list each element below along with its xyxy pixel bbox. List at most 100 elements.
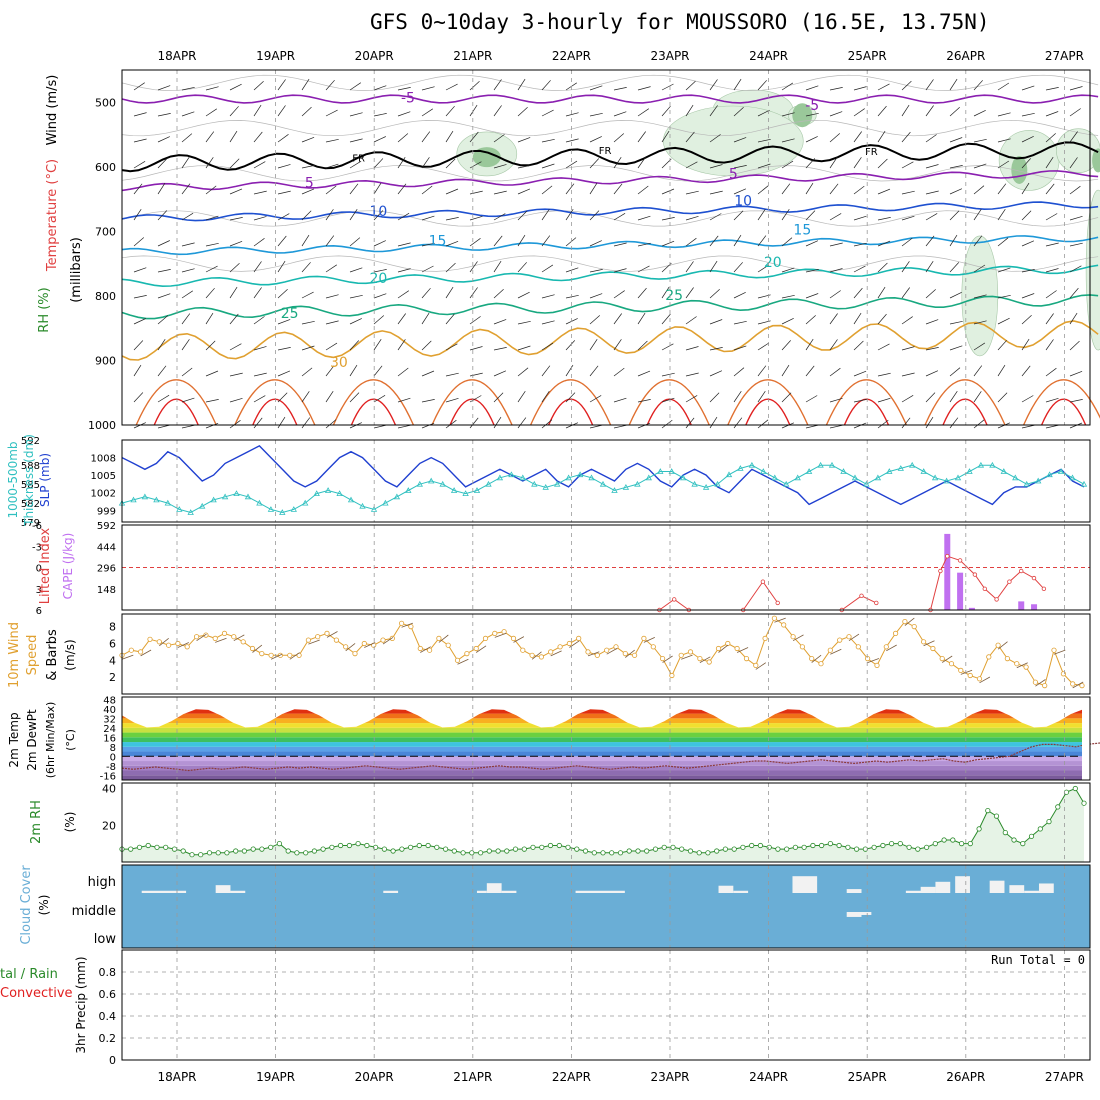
wind10-barb [345, 643, 356, 652]
upper-wind-barb [613, 313, 622, 325]
upper-wind-barb [805, 240, 819, 247]
rh2m-point [749, 842, 755, 849]
upper-wind-barb [565, 318, 578, 325]
upper-wind-barb [493, 190, 507, 195]
wind10-barb [979, 676, 991, 684]
cloud-high-block [575, 890, 625, 893]
cloud-high-block [215, 885, 231, 893]
upper-wind-barb [781, 340, 791, 351]
rh2m-point [451, 848, 457, 854]
upper-wind-barb [949, 262, 960, 273]
isotherm-arc [332, 379, 415, 426]
upper-wind-barb [901, 215, 915, 221]
temp-band [122, 737, 1082, 743]
wind10-barb [550, 650, 562, 657]
wind10-point [641, 635, 647, 642]
thickness-point [1046, 471, 1053, 478]
upper-wind-barb [805, 269, 819, 273]
slp-tick: 1002 [91, 489, 116, 500]
rh2m-point [757, 842, 764, 849]
cloud-high-block [935, 881, 951, 893]
upper-wind-barb [181, 367, 193, 377]
upper-wind-barb [637, 287, 647, 299]
upper-wind-barb [733, 367, 745, 377]
isotherm-arc [628, 379, 710, 426]
rh2m-point [714, 848, 720, 854]
rh2m-point [950, 837, 956, 843]
rh2m-point [810, 842, 816, 849]
isotherm-arc-hot [350, 398, 397, 426]
rh2m-point [679, 846, 685, 852]
cape-bar [1031, 604, 1038, 610]
upper-wind-barb [901, 261, 910, 273]
thickness-point [954, 474, 962, 481]
upper-wind-barb [1069, 215, 1083, 221]
upper-wind-barb [373, 182, 382, 195]
thickness-point [645, 474, 652, 481]
upper-wind-barb [997, 138, 1011, 143]
pressure-tick: 800 [95, 290, 116, 303]
t2-axis-title-a: 2m Temp [7, 712, 21, 767]
upper-wind-barb [565, 267, 579, 273]
upper-wind-barb [853, 370, 867, 377]
rh2m-point [941, 837, 947, 843]
upper-wind-barb [181, 424, 195, 429]
cloud-middle-block [861, 912, 872, 915]
upper-wind-barb [205, 185, 217, 195]
isotherm-label: 5 [305, 175, 314, 191]
upper-wind-barb [781, 160, 794, 169]
upper-wind-barb [685, 395, 698, 403]
wind10-barb [438, 634, 449, 643]
upper-wind-barb [325, 235, 335, 247]
upper-wind-barb [949, 320, 963, 325]
upper-wind-barb [733, 210, 744, 221]
upper-wind-barb [229, 397, 243, 403]
wind10-barb [326, 631, 338, 638]
upper-wind-barb [877, 105, 887, 117]
thickness-point [1035, 477, 1042, 484]
upper-wind-barb [325, 109, 338, 117]
pressure-tick: 900 [95, 354, 116, 367]
wind10-point [771, 615, 778, 621]
rh2m-point [364, 842, 370, 849]
upper-wind-barb [949, 137, 963, 143]
upper-wind-barb [781, 183, 791, 195]
upper-wind-barb [709, 213, 722, 221]
rh2m-point [285, 848, 291, 854]
upper-wind-barb [709, 392, 720, 403]
wind10-barb [233, 634, 245, 642]
upper-wind-barb [1021, 112, 1035, 117]
rh2m-point [1081, 800, 1087, 806]
wind10-point [417, 645, 423, 652]
isotherm-label: -5 [401, 90, 415, 106]
upper-wind-barb [277, 79, 286, 91]
rh2m-point [661, 844, 667, 850]
upper-wind-barb [421, 287, 431, 299]
upper-wind-barb [685, 161, 698, 169]
upper-wind-barb [781, 138, 795, 143]
upper-wind-barb [301, 320, 315, 325]
upper-wind-barb [853, 157, 862, 169]
upper-wind-barb [805, 338, 814, 351]
upper-wind-barb [445, 343, 458, 351]
rh2m-point [1072, 785, 1078, 792]
upper-wind-barb [421, 157, 430, 169]
isotherm-arc-hot [1040, 398, 1087, 426]
upper-wind-barb [829, 339, 838, 351]
thickness-point [680, 474, 687, 481]
upper-wind-barb [277, 392, 288, 403]
upper-wind-barb [253, 238, 265, 247]
upper-wind-barb [877, 419, 889, 429]
upper-wind-barb [469, 316, 481, 325]
upper-wind-barb [997, 160, 1010, 169]
upper-wind-barb [829, 313, 838, 325]
thickness-point [450, 487, 458, 493]
cloud-axis-title: Cloud Cover [19, 865, 34, 945]
upper-wind-barb [805, 293, 819, 299]
precip-tick: 0 [109, 1054, 116, 1067]
wind10-point [809, 655, 815, 662]
upper-wind-barb [229, 158, 240, 169]
rh-shade-dark [792, 103, 813, 128]
rh2m-point [381, 846, 387, 852]
thickness-point [611, 487, 618, 493]
